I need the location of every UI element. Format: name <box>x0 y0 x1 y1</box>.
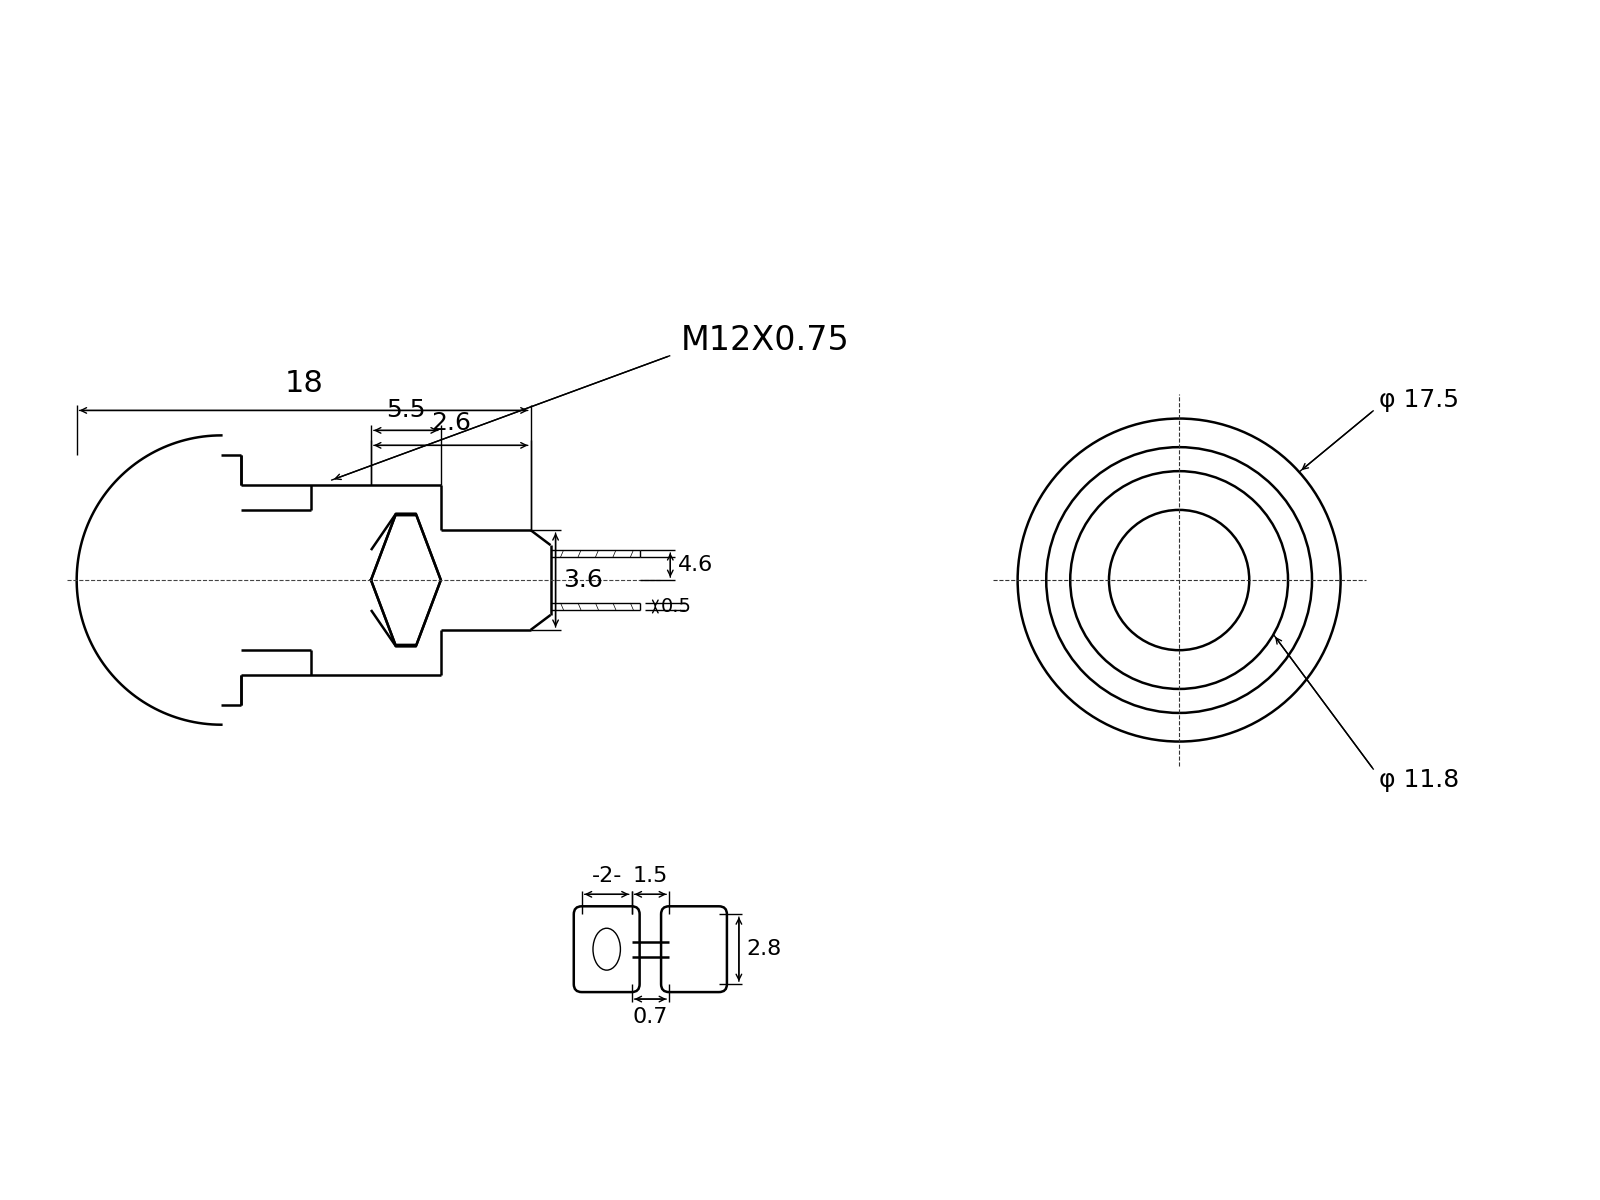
Text: M12X0.75: M12X0.75 <box>680 324 850 358</box>
Text: 2.8: 2.8 <box>747 940 782 959</box>
Text: φ 11.8: φ 11.8 <box>1379 768 1459 792</box>
Text: 1.5: 1.5 <box>632 866 669 887</box>
Text: φ 17.5: φ 17.5 <box>1379 389 1459 413</box>
Text: 4.6: 4.6 <box>678 556 714 575</box>
Text: 2.6: 2.6 <box>430 412 470 436</box>
Text: 5.5: 5.5 <box>386 398 426 422</box>
Text: 0.7: 0.7 <box>632 1007 669 1027</box>
Text: 3.6: 3.6 <box>563 568 603 592</box>
Text: 18: 18 <box>285 370 323 398</box>
Text: 0.5: 0.5 <box>661 596 691 616</box>
Text: -2-: -2- <box>592 866 622 887</box>
